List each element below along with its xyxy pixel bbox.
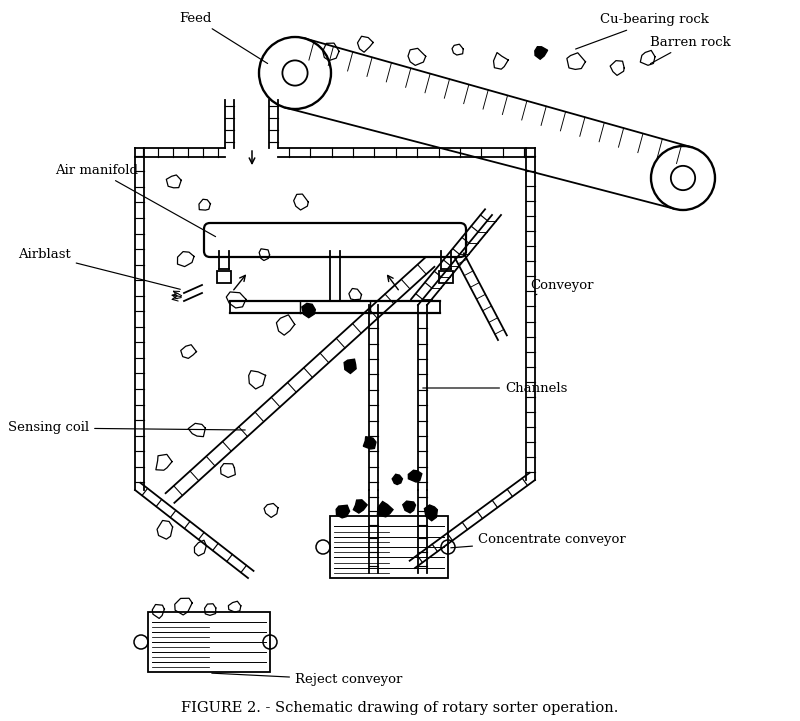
- Text: FIGURE 2. - Schematic drawing of rotary sorter operation.: FIGURE 2. - Schematic drawing of rotary …: [182, 701, 618, 715]
- Text: Reject conveyor: Reject conveyor: [212, 673, 402, 686]
- Bar: [330, 516, 448, 578]
- Bar: [217, 271, 231, 283]
- Polygon shape: [378, 502, 393, 517]
- Text: Feed: Feed: [179, 12, 268, 63]
- Bar: [439, 271, 453, 283]
- Polygon shape: [354, 500, 367, 513]
- Polygon shape: [344, 359, 356, 373]
- Polygon shape: [336, 505, 350, 518]
- Text: Concentrate conveyor: Concentrate conveyor: [450, 534, 626, 548]
- Bar: [148, 612, 270, 672]
- Text: Channels: Channels: [422, 381, 567, 394]
- Text: Conveyor: Conveyor: [530, 278, 594, 295]
- Polygon shape: [535, 47, 548, 59]
- Text: Air manifold: Air manifold: [55, 164, 215, 236]
- Text: Cu-bearing rock: Cu-bearing rock: [576, 14, 709, 49]
- Polygon shape: [302, 304, 315, 318]
- Text: Barren rock: Barren rock: [650, 35, 730, 63]
- Polygon shape: [392, 474, 402, 485]
- Polygon shape: [408, 470, 422, 482]
- Text: Sensing coil: Sensing coil: [8, 422, 246, 435]
- Polygon shape: [402, 501, 415, 513]
- Polygon shape: [363, 437, 376, 449]
- Polygon shape: [425, 505, 438, 521]
- Text: Airblast: Airblast: [18, 249, 180, 289]
